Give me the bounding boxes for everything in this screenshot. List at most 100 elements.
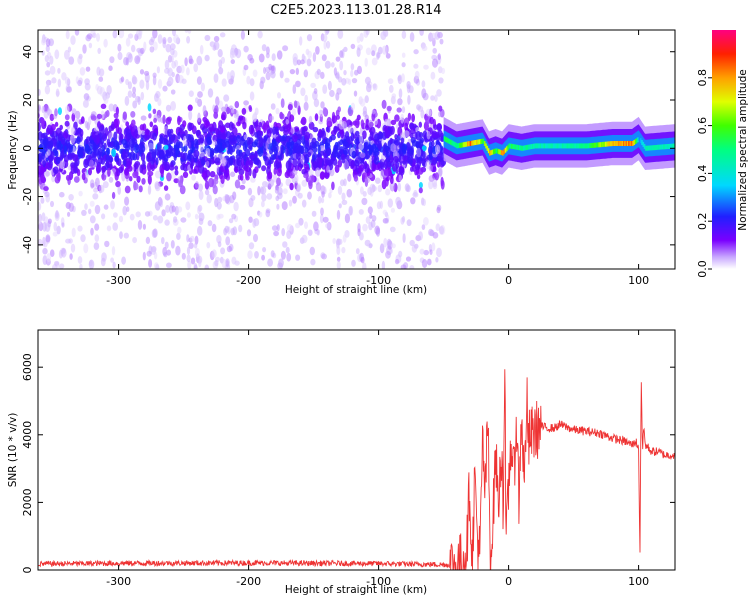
spectrogram-cell [301,168,308,175]
spectrogram-cell [358,157,364,164]
spectrogram-cell [311,210,317,217]
signal-trace-cell [610,141,612,147]
spectrogram-cell [283,129,289,136]
spectrogram-cell [323,152,328,159]
spectrogram-cell [240,30,245,40]
spectrogram-cell [292,195,297,204]
signal-trace-cell [576,143,578,149]
spectrogram-cell [325,223,331,229]
spectrogram-cell [157,215,164,224]
spectrogram-cell [159,134,164,145]
spectrogram-y-tick-label: 40 [21,45,34,59]
spectrogram-cell [419,30,424,36]
spectrogram-cell [401,73,405,83]
spectrogram-cell [144,211,151,217]
spectrogram-cell [307,191,312,200]
spectrogram-cell [86,148,93,155]
signal-trace-cell [639,138,642,144]
signal-trace-cell [465,141,468,147]
signal-trace-cell [664,144,667,150]
spectrogram-cell [266,129,272,138]
signal-trace-cell [539,143,542,149]
spectrogram-cell [136,175,141,183]
spectrogram-cell [187,30,192,34]
spectrogram-cell [261,200,265,208]
spectrogram-cell [410,127,416,135]
signal-trace-cell [558,143,560,149]
spectrogram-cell [206,136,212,146]
spectrogram-cell [421,45,428,52]
spectrogram-cell [123,57,129,66]
spectrogram-cell [229,155,234,166]
signal-trace-cell [656,144,659,150]
spectrogram-cell [187,104,193,112]
spectrogram-cell [321,191,325,198]
spectrogram-cell [297,133,303,141]
spectrogram-x-tick-label: 100 [628,274,649,287]
signal-trace-cell [506,146,508,152]
spectrogram-cell [212,185,218,195]
spectrogram-cell [136,30,142,37]
spectrogram-cell [245,175,250,181]
spectrogram-cell [289,69,296,75]
signal-trace-cell [452,141,455,147]
signal-trace-cell [671,143,673,149]
spectrogram-cell [400,264,407,269]
spectrogram-cell [257,30,263,39]
spectrogram-cell [329,89,335,98]
spectrogram-cell [159,198,164,208]
spectrogram-cell [430,95,435,101]
spectrogram-cell [432,182,438,190]
spectrogram-cell [101,213,106,220]
spectrogram-cell [254,251,259,259]
spectrogram-cell [351,150,357,159]
spectrogram-cell [177,132,181,140]
spectrogram-cell [311,174,315,182]
spectrogram-cell [277,92,281,99]
spectrogram-cell [284,77,290,83]
spectrogram-cell [165,204,170,213]
spectrogram-cell [223,94,230,102]
snr-x-tick-label: -100 [366,575,391,588]
spectrogram-cell [170,101,177,111]
spectrogram-cell [187,122,193,132]
spectrogram-cell [190,257,196,265]
signal-trace-cell [624,141,626,146]
spectrogram-cell [97,121,101,129]
spectrogram-cell [351,78,358,84]
spectrogram-cell [46,253,51,263]
spectrogram-cell [162,114,166,125]
spectrogram-cell [267,171,273,180]
signal-trace-cell [495,148,498,154]
spectrogram-cell [97,47,101,55]
spectrogram-cell [180,164,185,171]
spectrogram-cell [125,121,130,127]
spectrogram-cell [77,256,83,264]
spectrogram-cell [200,158,206,166]
spectrogram-cell [285,178,292,187]
spectrogram-cell [130,111,136,118]
signal-trace-cell [512,144,515,150]
colorbar-tick-label: 0.0 [696,260,709,278]
spectrogram-cell [358,209,364,215]
colorbar-gradient [712,30,736,269]
spectrogram-cell [214,259,219,267]
spectrogram-x-tick-label: -200 [236,274,261,287]
spectrogram-cell [307,50,312,59]
spectrogram-cell [401,144,407,153]
spectrogram-cell [436,123,443,132]
spectrogram-cell [189,235,195,243]
spectrogram-cell [353,90,358,97]
spectrogram-cell [242,121,247,130]
spectrogram-cell [54,260,60,266]
spectrogram-cell [57,67,61,74]
spectrogram-cell [101,174,107,181]
spectrogram-x-tick-label: -100 [366,274,391,287]
spectrogram-cell [149,46,155,53]
signal-trace-cell [483,141,486,146]
signal-trace-cell [473,140,476,146]
spectrogram-cell [221,78,227,87]
spectrogram-cell [279,70,284,79]
colorbar-tick-label: 0.6 [696,117,709,135]
